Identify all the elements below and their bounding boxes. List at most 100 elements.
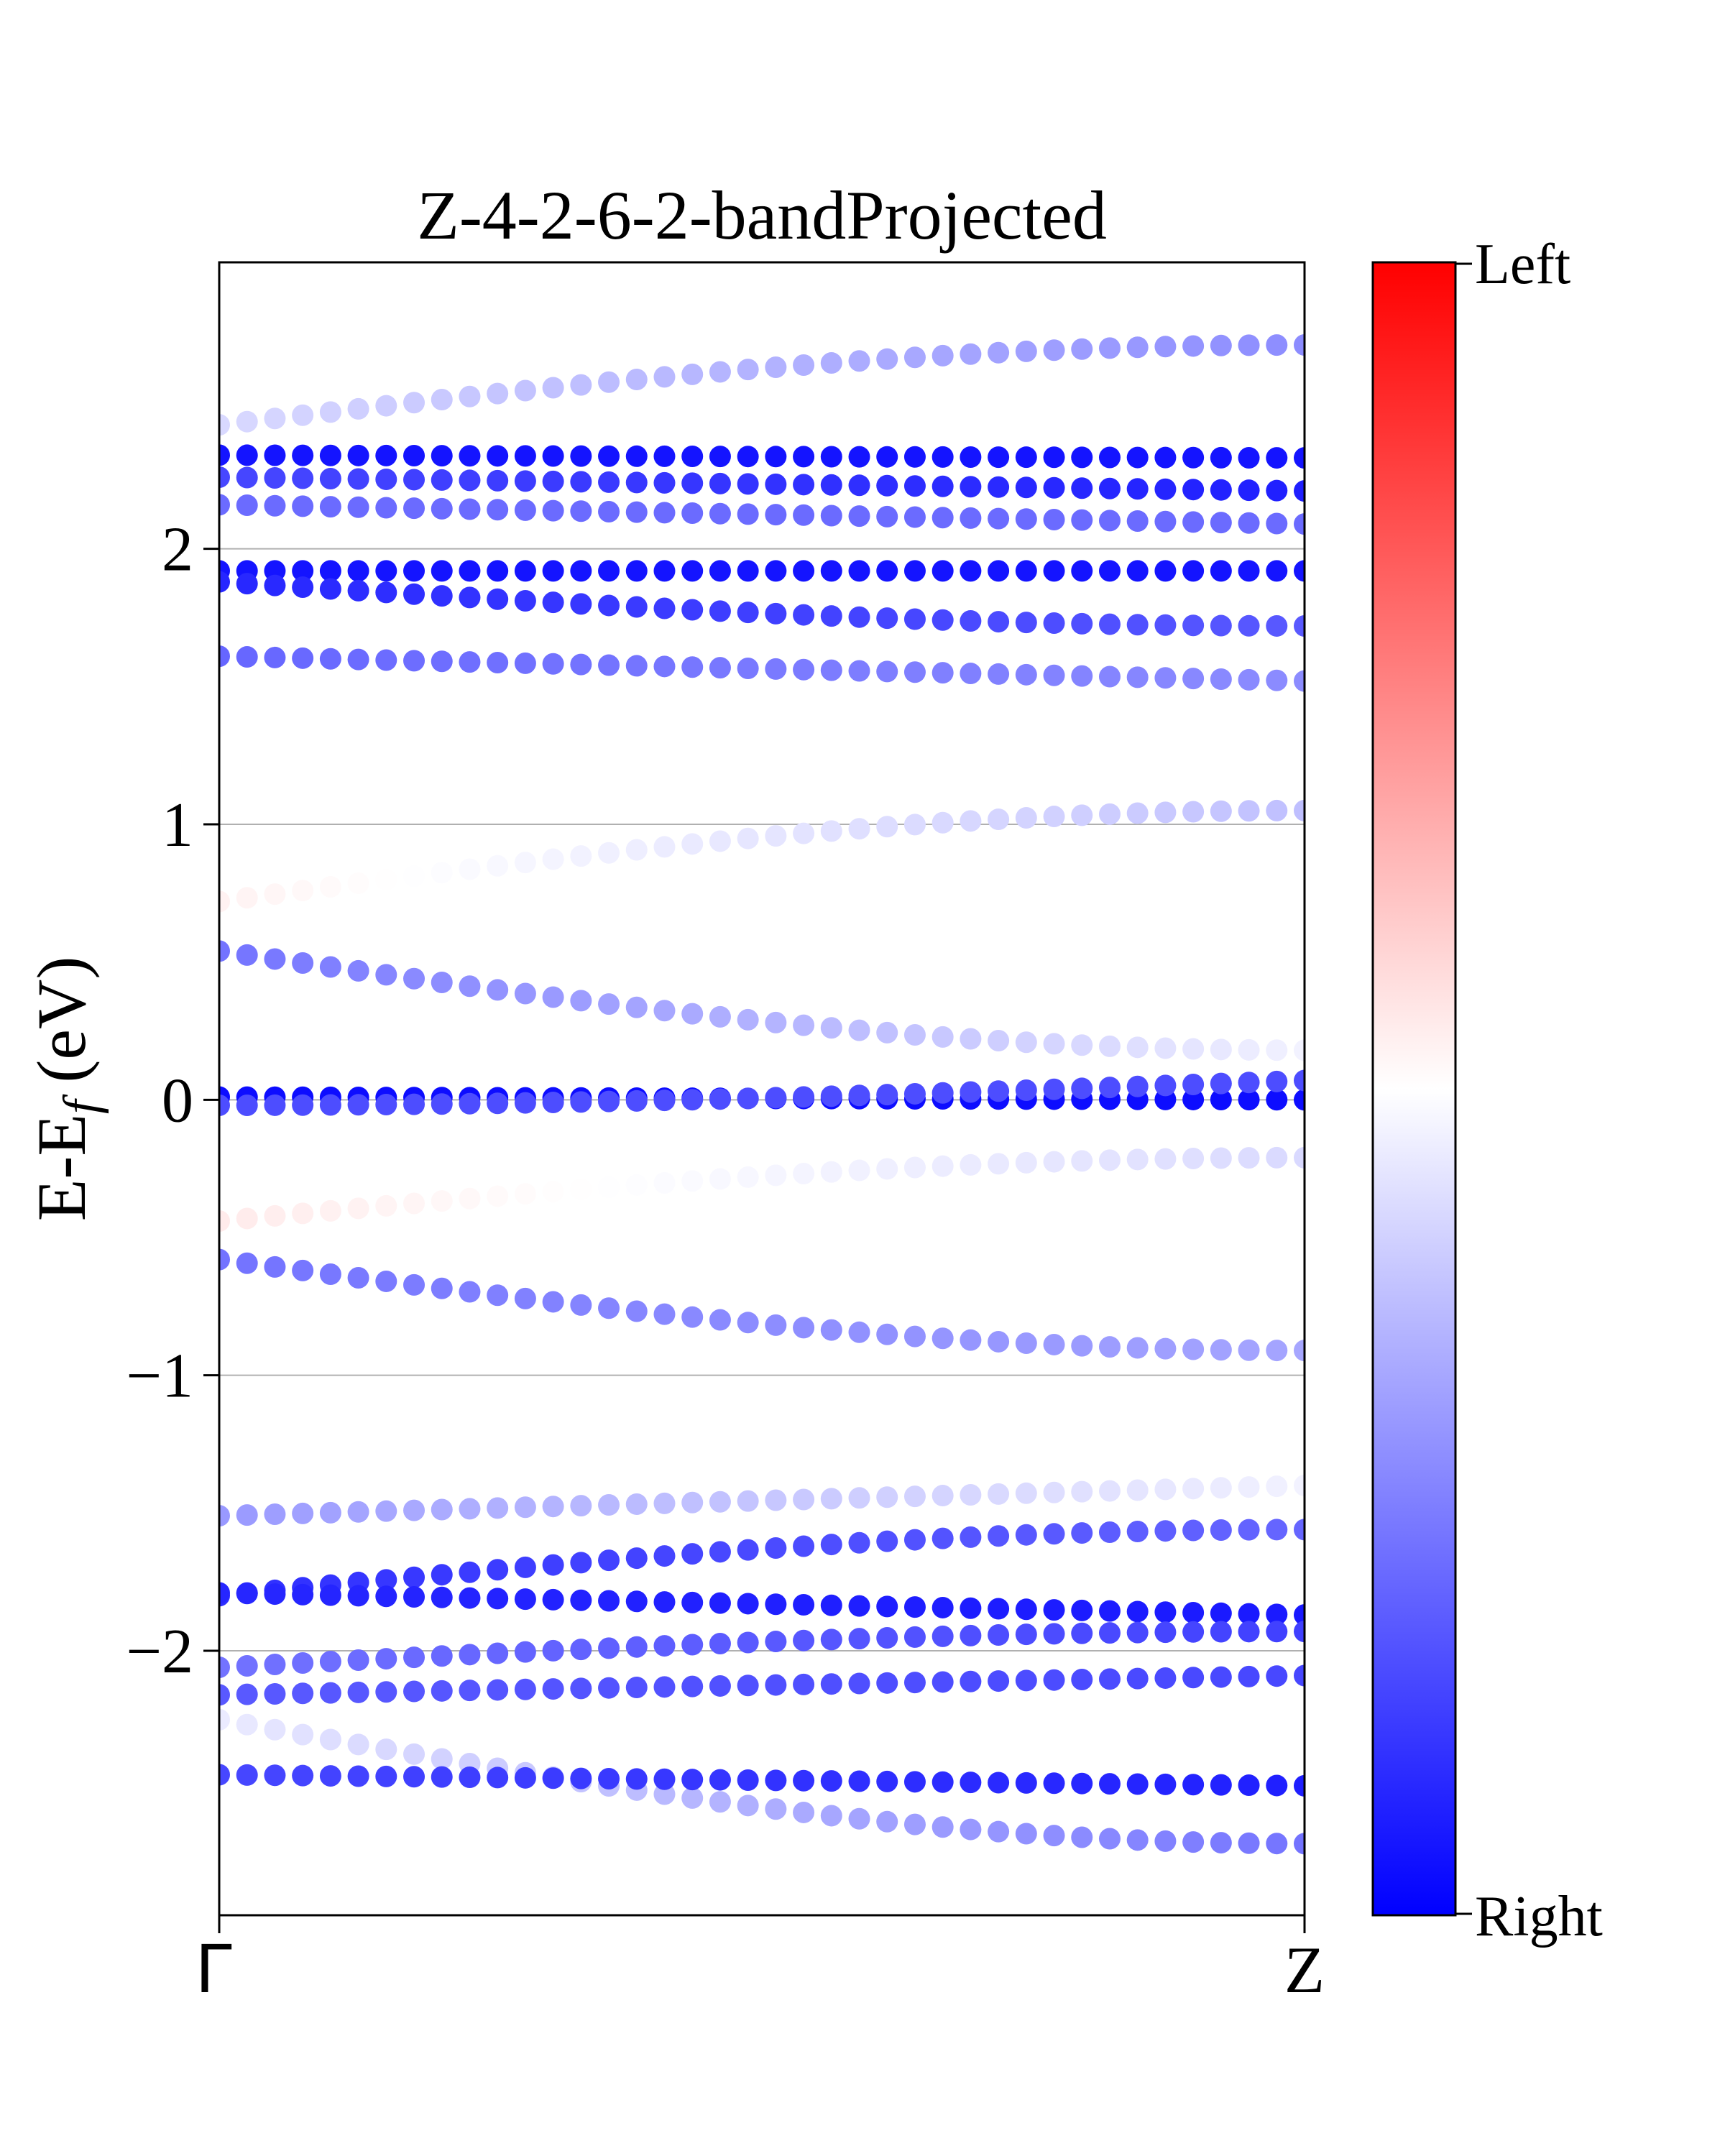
band-14-point bbox=[820, 1534, 842, 1556]
band-2-point bbox=[542, 470, 564, 492]
band-12-point bbox=[681, 1306, 704, 1328]
band-15-point bbox=[1210, 1602, 1232, 1624]
band-16-point bbox=[988, 1623, 1010, 1646]
band-10-point bbox=[292, 1094, 314, 1116]
band-7-point bbox=[487, 854, 509, 877]
band-3-point bbox=[514, 499, 536, 521]
band-1-point bbox=[709, 446, 731, 468]
band-12-point bbox=[1266, 1340, 1288, 1362]
band-5-point bbox=[264, 574, 286, 596]
band-11-point bbox=[903, 1156, 926, 1179]
band-7-point bbox=[1015, 806, 1037, 829]
band-18-point bbox=[1015, 1823, 1037, 1845]
band-7-point bbox=[1126, 802, 1149, 824]
band-12-point bbox=[1182, 1338, 1205, 1360]
band-16-point bbox=[1015, 1623, 1037, 1646]
band-11-point bbox=[1210, 1147, 1232, 1169]
band-7-point bbox=[848, 818, 870, 840]
band-17-point bbox=[1210, 1666, 1232, 1688]
band-2-point bbox=[653, 471, 676, 494]
band-4-point bbox=[1126, 560, 1149, 582]
band-1-point bbox=[1210, 446, 1232, 469]
band-1-point bbox=[1238, 446, 1260, 469]
band-10-point bbox=[1043, 1078, 1065, 1100]
band-14-point bbox=[903, 1529, 926, 1551]
band-10-point bbox=[793, 1086, 815, 1108]
band-7-point bbox=[653, 836, 676, 858]
band-5-point bbox=[793, 604, 815, 626]
band-0-point bbox=[598, 371, 620, 393]
band-1-point bbox=[236, 444, 258, 466]
band-6-point bbox=[264, 646, 286, 668]
band-5-point bbox=[1071, 612, 1093, 635]
band-13-point bbox=[219, 1505, 230, 1527]
y-tick-label-2: 0 bbox=[162, 1066, 193, 1135]
band-16-point bbox=[960, 1624, 982, 1646]
band-7-point bbox=[932, 811, 954, 834]
band-6-point bbox=[625, 655, 648, 677]
band-19-point bbox=[960, 1772, 982, 1794]
band-12-point bbox=[932, 1327, 954, 1350]
band-10-point bbox=[487, 1092, 509, 1115]
band-18-point bbox=[737, 1795, 759, 1817]
band-7-point bbox=[1238, 800, 1260, 822]
band-2-point bbox=[876, 474, 898, 497]
band-13-point bbox=[319, 1501, 341, 1524]
band-7-point bbox=[375, 869, 397, 891]
band-10-point bbox=[1266, 1070, 1288, 1092]
band-11-point bbox=[988, 1153, 1010, 1175]
band-4-point bbox=[737, 560, 759, 582]
band-1-point bbox=[347, 444, 369, 466]
band-8-point bbox=[988, 1030, 1010, 1052]
band-14-point bbox=[709, 1541, 731, 1563]
band-12-point bbox=[219, 1248, 230, 1271]
band-6-point bbox=[375, 649, 397, 671]
band-17-point bbox=[570, 1677, 592, 1700]
band-19-point bbox=[570, 1767, 592, 1789]
band-8-point bbox=[737, 1008, 759, 1031]
band-0-point bbox=[319, 401, 341, 423]
band-2-point bbox=[932, 475, 954, 497]
band-4-point bbox=[1182, 560, 1205, 582]
band-4-point bbox=[1294, 560, 1305, 582]
band-10-point bbox=[903, 1082, 926, 1105]
band-12-point bbox=[347, 1266, 369, 1289]
band-8-point bbox=[514, 982, 536, 1005]
band-1-point bbox=[514, 445, 536, 467]
band-13-point bbox=[960, 1483, 982, 1506]
band-6-point bbox=[1182, 668, 1205, 690]
band-15-point bbox=[932, 1596, 954, 1618]
band-11-point bbox=[793, 1163, 815, 1185]
band-12-point bbox=[876, 1323, 898, 1345]
y-axis-label-tail: (eV) bbox=[23, 957, 100, 1100]
band-5-point bbox=[960, 609, 982, 632]
band-0-point bbox=[1266, 334, 1288, 356]
band-19-point bbox=[1098, 1773, 1121, 1795]
band-8-point bbox=[570, 990, 592, 1012]
band-19-point bbox=[236, 1764, 258, 1786]
band-4-point bbox=[570, 560, 592, 582]
band-6-point bbox=[765, 658, 787, 680]
band-5-point bbox=[1015, 612, 1037, 634]
band-2-point bbox=[848, 474, 870, 497]
band-3-point bbox=[681, 502, 704, 525]
band-11-point bbox=[737, 1166, 759, 1188]
band-10-point bbox=[459, 1092, 481, 1115]
band-11-point bbox=[820, 1161, 842, 1183]
band-4-point bbox=[292, 560, 314, 582]
band-2-point bbox=[1238, 479, 1260, 502]
band-14-point bbox=[1238, 1519, 1260, 1541]
band-14-point bbox=[1182, 1519, 1205, 1542]
band-5-point bbox=[375, 581, 397, 604]
band-11-point bbox=[709, 1168, 731, 1190]
x-tick-label-gamma: Γ bbox=[195, 1931, 231, 2008]
band-1-point bbox=[1071, 446, 1093, 469]
band-4-point bbox=[1154, 560, 1177, 582]
band-0-point bbox=[514, 379, 536, 402]
band-13-point bbox=[765, 1489, 787, 1511]
band-0-point bbox=[960, 343, 982, 365]
band-7-point bbox=[1071, 804, 1093, 826]
band-19-point bbox=[1210, 1774, 1232, 1796]
band-0-point bbox=[793, 354, 815, 376]
band-12-point bbox=[765, 1314, 787, 1336]
